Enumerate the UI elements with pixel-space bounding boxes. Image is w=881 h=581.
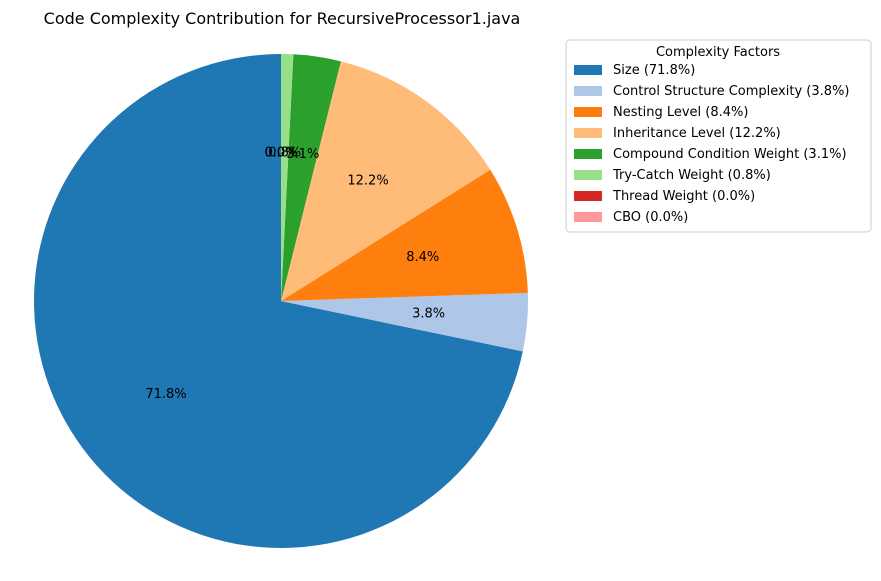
pie-slice-control-structure-complexity bbox=[281, 292, 528, 352]
pct-label-control-structure-complexity: 3.8% bbox=[412, 306, 445, 321]
legend-swatch-try-catch-weight bbox=[574, 170, 602, 180]
pct-label-inheritance-level: 12.2% bbox=[347, 174, 388, 189]
legend-swatch-inheritance-level bbox=[574, 128, 602, 138]
pie-slice-inheritance-level bbox=[281, 61, 491, 301]
pie-slices bbox=[34, 54, 528, 548]
pie-slice-compound-condition-weight bbox=[281, 54, 341, 302]
legend-swatch-thread-weight bbox=[574, 191, 602, 201]
legend-label-nesting-level: Nesting Level (8.4%) bbox=[613, 105, 748, 120]
legend-label-inheritance-level: Inheritance Level (12.2%) bbox=[613, 126, 781, 141]
legend-label-size: Size (71.8%) bbox=[613, 63, 695, 78]
legend-swatch-nesting-level bbox=[574, 107, 602, 117]
pct-label-thread-weight: 0.0% bbox=[264, 145, 297, 160]
legend-label-try-catch-weight: Try-Catch Weight (0.8%) bbox=[612, 168, 771, 183]
legend-swatch-cbo bbox=[574, 212, 602, 222]
legend-swatch-control-structure-complexity bbox=[574, 86, 602, 96]
pct-label-nesting-level: 8.4% bbox=[406, 250, 439, 265]
legend: Complexity Factors Size (71.8%) Control S… bbox=[565, 39, 872, 233]
legend-frame bbox=[565, 39, 872, 233]
legend-swatch-compound-condition-weight bbox=[574, 149, 602, 159]
pie-slice-size bbox=[34, 54, 523, 548]
legend-label-thread-weight: Thread Weight (0.0%) bbox=[612, 189, 755, 204]
legend-label-control-structure-complexity: Control Structure Complexity (3.8%) bbox=[613, 84, 849, 99]
pct-label-cbo: 0.0% bbox=[264, 145, 297, 160]
pct-label-try-catch-weight: 0.8% bbox=[268, 145, 301, 160]
pct-label-compound-condition-weight: 3.1% bbox=[286, 147, 319, 162]
pie-slice-nesting-level bbox=[281, 169, 528, 301]
pct-label-size: 71.8% bbox=[145, 387, 186, 402]
legend-label-compound-condition-weight: Compound Condition Weight (3.1%) bbox=[613, 147, 847, 162]
legend-swatch-size bbox=[574, 65, 602, 75]
chart-title: Code Complexity Contribution for Recursi… bbox=[44, 9, 521, 28]
legend-label-cbo: CBO (0.0%) bbox=[613, 210, 688, 225]
legend-title: Complexity Factors bbox=[656, 45, 780, 60]
pie-percent-labels: 71.8%3.8%8.4%12.2%3.1%0.8%0.0%0.0% bbox=[145, 145, 445, 402]
legend-items: Size (71.8%) Control Structure Complexity… bbox=[574, 63, 849, 225]
pie-slice-try-catch-weight bbox=[281, 54, 294, 301]
